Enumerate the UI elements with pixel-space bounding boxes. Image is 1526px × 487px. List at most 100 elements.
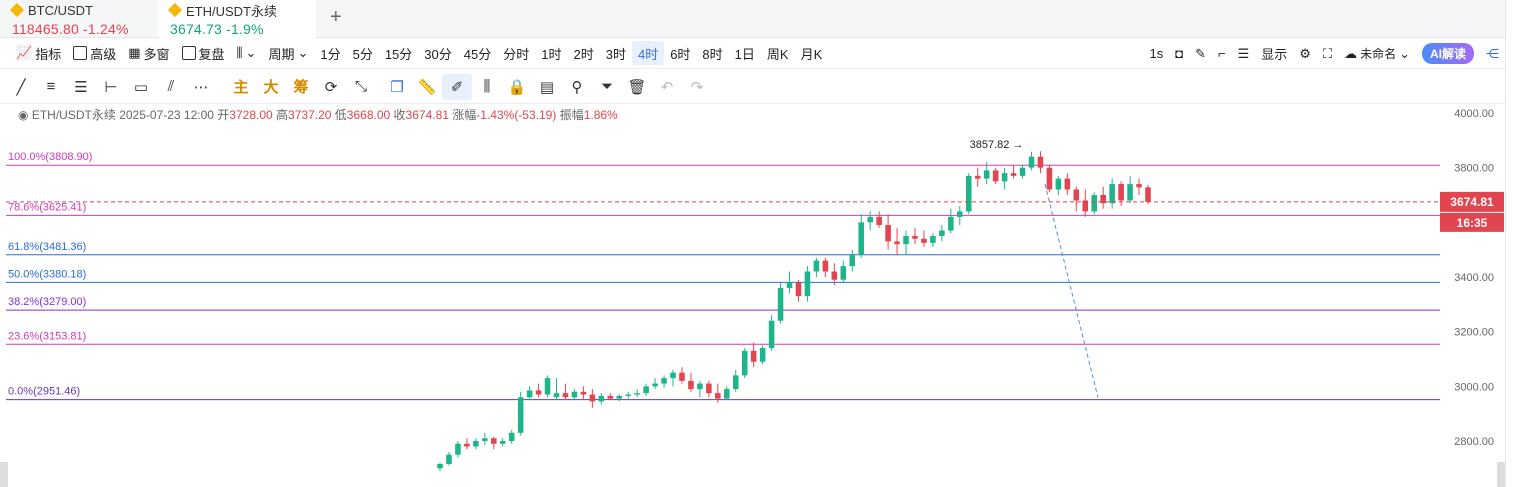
chevron-down-icon: ⌄ (245, 45, 257, 60)
candle-body (1136, 184, 1142, 188)
candle-body (894, 241, 900, 245)
interval-12[interactable]: 1日 (734, 46, 755, 62)
camera-icon[interactable]: ◘ (1175, 46, 1184, 61)
interval-7[interactable]: 2时 (573, 46, 594, 62)
ruler-icon[interactable]: 📏 (417, 78, 437, 96)
interval-13[interactable]: 周K (766, 46, 789, 62)
candle-body (482, 438, 488, 441)
interval-4[interactable]: 45分 (463, 46, 492, 62)
candle-body (1010, 173, 1017, 176)
last-price-text: 3674.81 (1450, 195, 1494, 209)
share-icon[interactable]: ⋲ (1486, 45, 1499, 61)
tab-price: 118465.80 (12, 21, 79, 37)
candle-body (1127, 184, 1133, 201)
candle-body (965, 175, 972, 212)
replay-label: 复盘 (198, 46, 225, 62)
redo-icon[interactable]: ↷ (690, 78, 704, 96)
undo-icon[interactable]: ↶ (660, 78, 674, 96)
display-button[interactable]: 显示 (1255, 42, 1293, 66)
interval-9[interactable]: 4时 (631, 41, 665, 65)
interval-6[interactable]: 1时 (541, 46, 562, 62)
seconds-button[interactable]: 1s (1144, 42, 1170, 66)
high-label: 高 (276, 108, 289, 122)
fib-label: 50.0%(3380.18) (8, 268, 86, 280)
multi-window-button[interactable]: ▦ 多窗 (122, 41, 175, 65)
advanced-button[interactable]: 高级 (67, 41, 122, 65)
tab-eth[interactable]: ETH/USDT永续 3674.73 -1.9% (158, 0, 316, 38)
change-label: 涨幅 (452, 108, 477, 122)
interval-14[interactable]: 月K (800, 46, 823, 62)
candle-body (544, 378, 551, 395)
horizontal-lines-icon[interactable]: ☰ (74, 78, 88, 96)
period-dropdown[interactable]: 周期 ⌄ (262, 41, 314, 65)
parallel-channel-icon[interactable]: ≡ (46, 78, 56, 95)
interval-0[interactable]: 1分 (320, 46, 341, 62)
candle-body (948, 216, 954, 231)
low-value: 3668.00 (346, 108, 391, 122)
big-order-button[interactable]: 大 (263, 79, 279, 96)
tab-btc[interactable]: BTC/USDT 118465.80 -1.24% (0, 0, 158, 38)
interval-2[interactable]: 15分 (384, 46, 413, 62)
interval-3[interactable]: 30分 (424, 46, 452, 62)
trendline-icon[interactable]: ╱ (16, 78, 26, 96)
interval-8[interactable]: 3时 (605, 46, 626, 62)
candle-body (1109, 184, 1115, 204)
pen-icon[interactable]: ✎ (1195, 45, 1207, 61)
info-datetime: 2025-07-23 12:00 (119, 108, 214, 122)
candle-body (732, 375, 739, 390)
interval-5[interactable]: 分时 (503, 46, 530, 62)
horizontal-ray-icon[interactable]: ⊢ (104, 78, 118, 96)
fib-icon[interactable]: ⫽ (167, 78, 175, 95)
main-force-button[interactable]: 主 (233, 79, 249, 96)
tab-price: 3674.73 (170, 21, 223, 37)
filter-icon[interactable]: ⏷ (600, 78, 613, 95)
add-tab-icon[interactable]: + (330, 6, 342, 28)
candle-body (831, 271, 838, 280)
copy-icon[interactable]: ❐ (390, 78, 404, 96)
candle-body (490, 438, 497, 444)
countdown-text: 16:35 (1457, 216, 1488, 230)
candle-body (930, 236, 936, 243)
candle-body (903, 236, 909, 245)
low-label: 低 (334, 108, 347, 122)
candle-body (840, 266, 847, 280)
interval-10[interactable]: 6时 (670, 46, 691, 62)
fullscreen-icon[interactable]: ⛶ (1322, 45, 1333, 61)
crop-icon[interactable]: ⌐ (1218, 46, 1226, 61)
eraser-line-icon[interactable]: ⤡ (354, 78, 367, 95)
gear-icon[interactable]: ⚙ (1299, 45, 1311, 61)
indicator-button[interactable]: 📈 指标 (10, 41, 67, 65)
y-tick-label: 3000.00 (1454, 381, 1494, 393)
candle-body (1064, 178, 1071, 190)
candle-type-button[interactable]: ⫼ ⌄ (231, 41, 263, 65)
magnet-icon[interactable]: ⚲ (571, 78, 583, 96)
sync-icon[interactable]: ⟳ (324, 78, 338, 96)
trash-icon[interactable]: 🗑 (627, 78, 647, 96)
layout-dropdown[interactable]: ☁ 未命名 ⌄ (1338, 42, 1416, 66)
lock-icon[interactable]: 🔒 (507, 78, 527, 96)
open-label: 开 (217, 108, 230, 122)
price-chart[interactable]: 4000.003800.003600.003400.003200.003000.… (0, 104, 1505, 487)
candle-body (437, 463, 443, 469)
note-icon[interactable]: ▤ (539, 78, 555, 96)
chip-button[interactable]: 筹 (293, 79, 309, 96)
draw-mode-icon[interactable]: ✐ (442, 73, 472, 100)
more-tools-icon[interactable]: ⋯ (193, 78, 209, 96)
high-marker-label: 3857.82 → (970, 139, 1024, 151)
candle-body (992, 170, 999, 182)
candle-body (1037, 156, 1044, 168)
candle-body (876, 216, 882, 226)
candles-icon[interactable]: ⫼ (483, 78, 491, 95)
list-icon[interactable]: ☰ (1237, 45, 1250, 61)
interval-1[interactable]: 5分 (352, 46, 373, 62)
candle-body (553, 393, 560, 398)
tab-name: ETH/USDT永续 (186, 3, 278, 19)
candle-body (724, 389, 730, 399)
amp-value: 1.86% (583, 108, 618, 122)
side-panel (1505, 0, 1526, 487)
rectangle-icon[interactable]: ▭ (133, 78, 149, 96)
replay-button[interactable]: 复盘 (176, 41, 231, 65)
ai-button[interactable]: AI解读 (1416, 42, 1480, 66)
eye-icon[interactable]: ◉ (18, 108, 29, 122)
interval-11[interactable]: 8时 (702, 46, 723, 62)
